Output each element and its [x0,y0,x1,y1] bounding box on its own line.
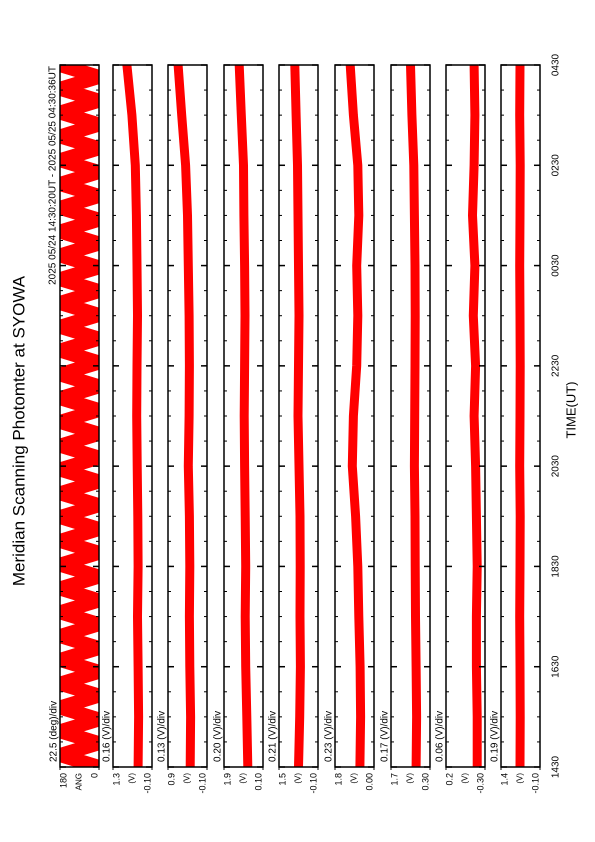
panel-name: (V) [350,773,359,784]
panel-plot [468,65,482,767]
trace [345,65,366,767]
chart-subtitle: 2025 05/24 14:30:20UT - 2025 05/25 04:30… [48,66,59,285]
y-tick-label: 1.5 [277,773,287,786]
panel-name: (V) [461,773,470,784]
x-tick-label: 0230 [551,154,562,177]
y-tick-label: 0.2 [444,773,454,786]
panel-plot [234,65,253,767]
x-tick-label: 0430 [551,53,562,76]
panel-name: (V) [294,773,303,784]
panel-name: (V) [516,773,525,784]
y-tick-label: 0.00 [364,773,374,791]
y-tick-label: 1.8 [333,773,343,786]
y-tick-label: 0.9 [166,773,176,786]
x-tick-label: 1630 [551,655,562,678]
y-tick-label: 1.9 [222,773,232,786]
panel-scale: 22.5 (deg)/div [49,701,60,762]
panel-scale: 0.21 (V)/div [268,711,279,762]
trace [122,65,144,767]
y-tick-label: 1.4 [499,773,509,786]
y-tick-label: 1.3 [111,773,121,786]
panel-scale: 0.20 (V)/div [213,711,224,762]
panel-scale: 0.19 (V)/div [490,711,501,762]
y-tick-label: -0.30 [475,773,485,794]
y-tick-label: -0.10 [530,773,540,794]
panel-plot [60,65,99,767]
panel-scale: 0.13 (V)/div [157,711,168,762]
panel-plot [345,65,366,767]
y-tick-label: 180 [58,773,68,788]
panel-scale: 0.23 (V)/div [324,711,335,762]
panel-plot [122,65,144,767]
panel-scale: 0.16 (V)/div [102,711,113,762]
trace [406,65,422,767]
trace [60,65,99,767]
y-tick-label: 0 [89,773,99,778]
x-axis-label: TIME(UT) [563,381,578,438]
panel-plot [406,65,422,767]
trace [234,65,253,767]
x-tick-label: 1830 [551,555,562,578]
panel-scale: 0.17 (V)/div [380,711,391,762]
panel-plot [290,65,305,767]
x-tick-label: 2030 [551,455,562,478]
y-tick-label: 0.10 [253,773,263,791]
y-tick-label: -0.10 [308,773,318,794]
panel-name: (V) [239,773,248,784]
chart-title: Meridian Scanning Photomter at SYOWA [9,275,28,586]
trace [173,65,196,767]
x-tick-label: 2230 [551,354,562,377]
trace [515,65,525,767]
trace [290,65,305,767]
x-tick-label: 1430 [551,755,562,778]
panel-name: (V) [183,773,192,784]
trace [468,65,482,767]
rotated-chart: Meridian Scanning Photomter at SYOWA 202… [9,53,578,793]
y-tick-label: -0.10 [197,773,207,794]
panel-name: ANG [75,773,84,790]
y-tick-label: 1.7 [389,773,399,786]
panel-plot [173,65,196,767]
panel-scale: 0.06 (V)/div [435,711,446,762]
x-tick-label: 0030 [551,254,562,277]
panel-name: (V) [128,773,137,784]
y-tick-label: 0.30 [420,773,430,791]
y-tick-label: -0.10 [142,773,152,794]
panel-name: (V) [406,773,415,784]
panel-plot [515,65,525,767]
